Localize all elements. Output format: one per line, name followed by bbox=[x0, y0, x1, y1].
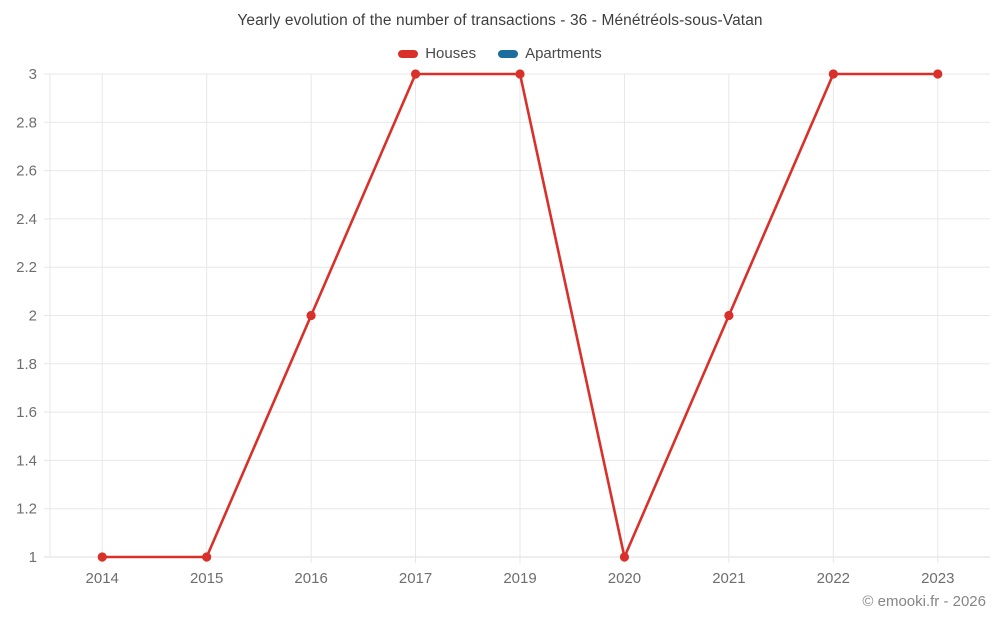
legend-label-houses: Houses bbox=[425, 45, 477, 62]
y-axis-tick-label: 2 bbox=[29, 308, 37, 325]
x-axis-tick-label: 2015 bbox=[190, 570, 223, 587]
chart-title: Yearly evolution of the number of transa… bbox=[237, 12, 763, 29]
data-point-houses[interactable] bbox=[828, 69, 838, 79]
y-axis-tick-label: 3 bbox=[29, 66, 37, 83]
data-point-houses[interactable] bbox=[97, 552, 107, 562]
data-point-houses[interactable] bbox=[515, 69, 525, 79]
y-axis-tick-label: 2.8 bbox=[16, 114, 37, 131]
apartments-series-swatch-icon bbox=[498, 49, 519, 58]
legend: Houses Apartments bbox=[0, 45, 1000, 62]
y-axis-tick-label: 2.4 bbox=[16, 211, 37, 228]
data-point-houses[interactable] bbox=[202, 552, 212, 562]
data-point-houses[interactable] bbox=[724, 310, 734, 321]
x-axis-tick-label: 2016 bbox=[294, 570, 327, 587]
copyright-text: © emooki.fr - 2026 bbox=[862, 593, 986, 610]
data-point-houses[interactable] bbox=[619, 552, 630, 562]
y-axis-tick-label: 2.6 bbox=[16, 163, 37, 180]
x-axis-tick-label: 2023 bbox=[921, 570, 954, 587]
y-axis-tick-label: 2.2 bbox=[16, 259, 37, 276]
legend-item-apartments[interactable]: Apartments bbox=[498, 45, 602, 62]
y-axis-tick-label: 1.6 bbox=[16, 404, 37, 421]
data-point-houses[interactable] bbox=[306, 310, 316, 321]
x-axis-tick-label: 2020 bbox=[608, 570, 641, 587]
data-point-houses[interactable] bbox=[410, 69, 421, 79]
y-axis-tick-label: 1.8 bbox=[16, 356, 37, 373]
x-axis-tick-label: 2017 bbox=[399, 570, 432, 587]
data-point-houses[interactable] bbox=[933, 69, 943, 79]
houses-series-swatch-icon bbox=[398, 49, 419, 58]
x-axis-tick-label: 2021 bbox=[712, 570, 745, 587]
legend-item-houses[interactable]: Houses bbox=[398, 45, 476, 62]
x-axis-tick-label: 2014 bbox=[86, 570, 119, 587]
x-axis-tick-label: 2019 bbox=[503, 570, 536, 587]
x-axis-tick-label: 2022 bbox=[817, 570, 850, 587]
y-axis-tick-label: 1 bbox=[29, 549, 37, 566]
y-axis-tick-label: 1.2 bbox=[16, 501, 37, 518]
y-axis-tick-label: 1.4 bbox=[16, 452, 37, 469]
legend-label-apartments: Apartments bbox=[525, 45, 602, 62]
